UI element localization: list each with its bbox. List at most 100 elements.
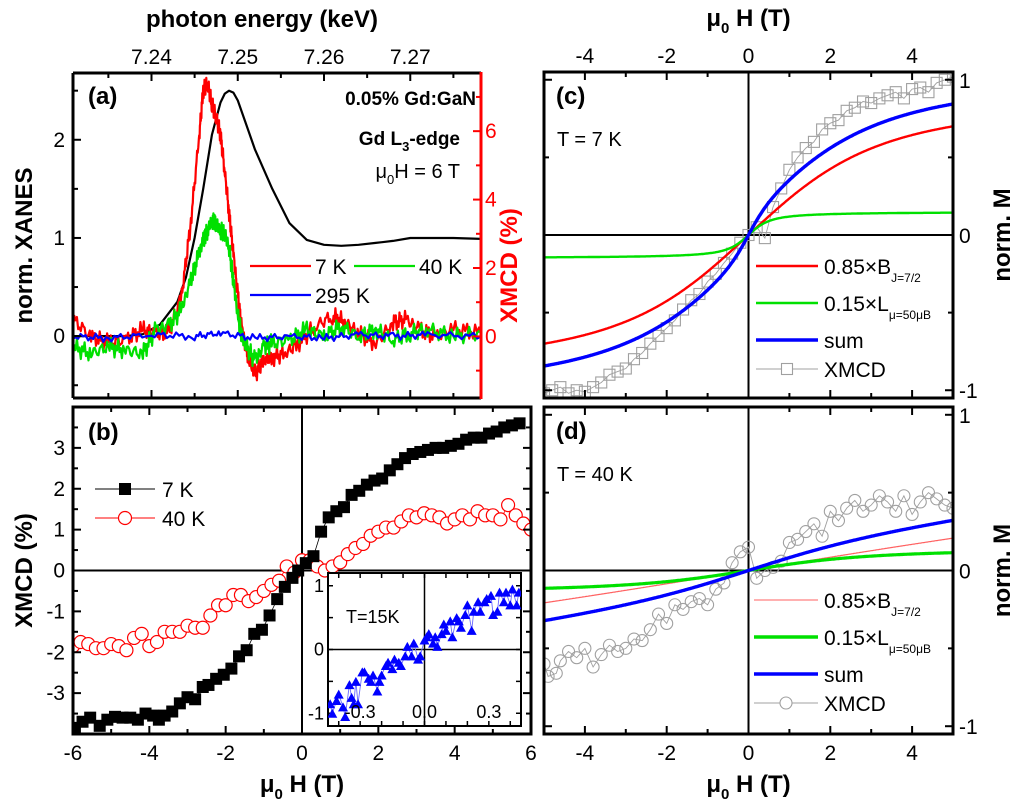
data-point-xmcd (652, 329, 665, 342)
data-point-xmcd (692, 591, 706, 606)
inset-y-tick-label: 0 (314, 640, 324, 660)
inset-x-tick-label: -0.3 (345, 702, 376, 722)
data-point-7k (225, 662, 238, 675)
inset-data-point (406, 651, 417, 661)
temperature-annotation: T = 40 K (557, 464, 633, 486)
inset-series (328, 584, 521, 721)
data-point-xmcd (544, 669, 555, 683)
y-tick-label: -3 (46, 682, 65, 705)
data-point-xmcd (741, 540, 756, 554)
inset-data-point (460, 609, 471, 619)
panel-label: (d) (556, 418, 587, 445)
inset-data-point (374, 676, 385, 686)
data-point-xmcd (913, 495, 927, 509)
legend-label-sub: J=7/2 (891, 605, 921, 619)
field-tail: H = 6 T (394, 161, 460, 183)
y-tick-label: 3 (53, 437, 65, 460)
inset-data-point (333, 689, 344, 699)
data-point-xmcd (619, 362, 632, 375)
data-point-xmcd (824, 117, 837, 130)
legend-label: sum (824, 664, 864, 687)
series-line-xanes (73, 89, 481, 338)
data-point-xmcd (651, 607, 666, 621)
data-point-xmcd (668, 598, 682, 612)
x-tick-label: 0 (296, 742, 308, 765)
inset-data-point (372, 686, 383, 696)
data-point-xmcd (889, 504, 903, 518)
inset-data-point (344, 680, 355, 690)
legend: 7 K 40 K (95, 479, 205, 531)
x-axis-title-tail: H (T) (729, 771, 790, 798)
inset-data-point (331, 696, 342, 705)
inset-data-point (481, 594, 492, 603)
inset-data-point (500, 587, 511, 597)
inset-data-point (346, 692, 357, 702)
inset-x-tick-label: 0.3 (476, 702, 501, 722)
inset-data-point (494, 587, 505, 597)
data-point-xmcd (799, 525, 813, 539)
x-axis-title-mu: μ (706, 771, 721, 798)
data-point-xmcd (848, 101, 861, 114)
x-tick-label: -2 (657, 45, 676, 68)
series-group (544, 72, 953, 398)
x-axis-title: μ0 H (T) (706, 771, 790, 803)
data-point-xmcd (791, 151, 804, 164)
inset-data-point (455, 622, 466, 632)
y-tick-label-left: 2 (53, 129, 65, 152)
x-tick-label: 0 (743, 742, 755, 765)
data-point-xmcd (644, 337, 657, 350)
legend: 7 K 40 K 295 K (250, 256, 462, 308)
annotation-field: μ0H = 6 T (375, 161, 460, 187)
temperature-annotation: T = 7 K (557, 129, 622, 151)
x-axis-title-sub: 0 (721, 786, 729, 803)
data-point-xmcd (549, 666, 563, 680)
x-axis-title-top: μ0 H (T) (706, 5, 790, 37)
legend-label: 7 K (162, 479, 194, 502)
data-point-xmcd (791, 532, 805, 546)
inset-data-point (485, 590, 496, 600)
data-point-xmcd (815, 529, 829, 543)
legend-label: 0.85×BJ=7/2 (824, 590, 921, 619)
legend-label-main: XMCD (824, 693, 886, 716)
data-point-7k (337, 501, 350, 514)
data-point-xmcd (684, 595, 698, 609)
inset-data-point (505, 600, 516, 610)
inset-x-tick-label: 0.0 (412, 702, 437, 722)
data-point-xmcd (587, 381, 600, 394)
inset-data-point (328, 708, 338, 718)
data-point-7k (292, 564, 305, 577)
data-point-7k (131, 713, 144, 726)
x-axis-title-mu: μ (260, 771, 275, 798)
data-point-xmcd (636, 346, 649, 360)
data-point-xmcd (840, 104, 853, 117)
data-point-7k (315, 525, 328, 538)
data-point-xmcd (807, 517, 821, 531)
data-point-xmcd (873, 92, 886, 105)
data-point-xmcd (627, 353, 641, 366)
data-point-xmcd (544, 657, 551, 671)
data-point-xmcd (750, 571, 764, 585)
series-group (73, 417, 531, 734)
y-axis-title-left: norm. XANES (11, 167, 38, 323)
y-tick-label-right: 4 (485, 189, 497, 212)
legend-label: sum (824, 330, 864, 353)
data-point-xmcd (570, 384, 583, 397)
data-point-xmcd (611, 644, 625, 659)
data-point-xmcd (742, 228, 755, 242)
x-tick-label: 4 (449, 742, 461, 765)
panel-label: (c) (556, 83, 585, 110)
field-mu: μ (375, 161, 387, 183)
data-point-40k (493, 512, 508, 527)
edge-sub: 3 (402, 139, 409, 154)
x-axis-title-top-tail: H (T) (729, 5, 790, 32)
data-point-7k (383, 464, 396, 477)
data-point-7k (391, 458, 404, 471)
data-point-xmcd (897, 92, 910, 105)
series-line-295-k (73, 330, 481, 343)
legend-marker-circle (779, 696, 793, 710)
panel-label: (a) (88, 83, 117, 110)
x-tick-label: -6 (64, 742, 83, 765)
data-point-xmcd (709, 582, 723, 596)
